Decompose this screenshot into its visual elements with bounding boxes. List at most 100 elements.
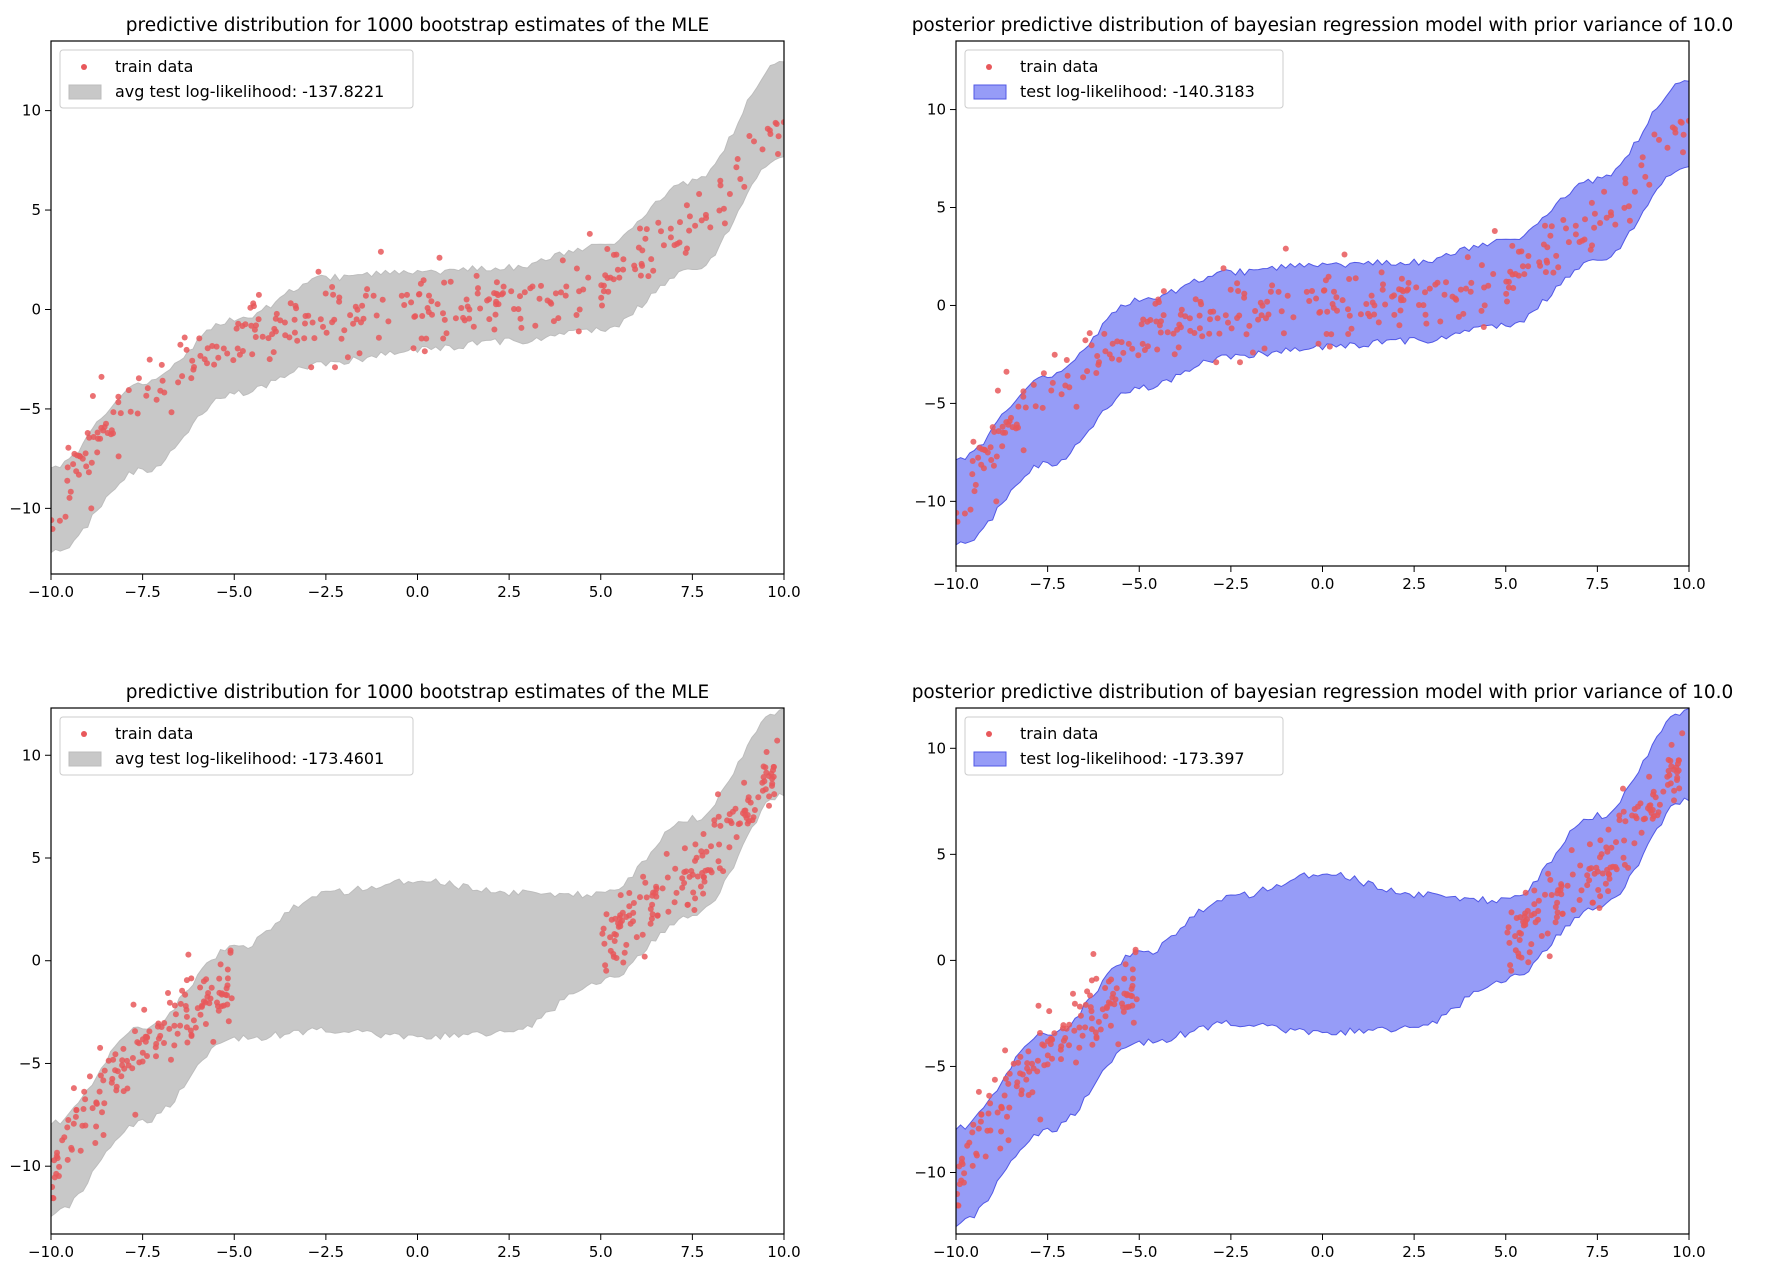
train-data-point (1315, 340, 1322, 347)
train-data-point (166, 1025, 173, 1032)
train-data-point (336, 298, 343, 305)
train-data-point (1518, 930, 1524, 937)
train-data-point (491, 326, 498, 333)
train-data-point (1554, 909, 1561, 916)
train-data-point (1102, 1013, 1109, 1020)
legend-swatch-band (68, 84, 102, 100)
train-data-point (51, 1174, 58, 1181)
train-data-point (1403, 287, 1410, 294)
train-data-point (1491, 228, 1498, 234)
train-data-point (1024, 1060, 1031, 1067)
train-data-point (1629, 812, 1636, 819)
train-data-point (228, 995, 235, 1002)
train-data-point (1109, 340, 1116, 347)
train-data-point (1422, 289, 1428, 296)
train-data-point (1505, 278, 1512, 285)
train-data-point (216, 975, 223, 982)
train-data-point (1569, 871, 1576, 878)
train-data-point (702, 867, 709, 874)
train-data-point (1062, 382, 1069, 389)
train-data-point (1157, 329, 1164, 336)
train-data-point (214, 999, 220, 1006)
train-data-point (627, 920, 634, 927)
train-data-point (1005, 1137, 1012, 1144)
train-data-point (416, 291, 423, 297)
train-data-point (667, 234, 674, 241)
x-tick-label: −7.5 (1029, 1243, 1065, 1261)
train-data-point (88, 505, 95, 512)
train-data-point (1537, 262, 1544, 269)
train-data-point (1333, 294, 1340, 301)
train-data-point (1058, 1056, 1064, 1063)
train-data-point (158, 1024, 165, 1030)
train-data-point (1396, 286, 1403, 293)
train-data-point (972, 481, 979, 488)
train-data-point (322, 290, 329, 297)
train-data-point (1563, 225, 1569, 232)
train-data-point (1080, 374, 1087, 381)
train-data-point (265, 335, 272, 342)
x-tick-label: −5.0 (1121, 1243, 1157, 1261)
train-data-point (209, 343, 216, 349)
predictive-band (51, 60, 784, 554)
train-data-point (1638, 829, 1645, 836)
train-data-point (1603, 214, 1610, 221)
train-data-point (127, 408, 134, 415)
y-tick-label: 0 (936, 951, 946, 969)
train-data-point (441, 279, 448, 286)
train-data-point (1525, 263, 1532, 270)
train-data-point (1171, 351, 1178, 358)
train-data-point (1196, 325, 1203, 332)
train-data-point (1082, 337, 1089, 344)
train-data-point (691, 907, 698, 913)
train-data-point (1655, 809, 1662, 816)
train-data-point (1213, 359, 1220, 366)
train-data-point (742, 807, 749, 814)
train-data-point (161, 1040, 167, 1046)
train-data-point (1513, 915, 1520, 921)
train-data-point (538, 282, 544, 289)
legend-label-log-likelihood: avg test log-likelihood: -173.4601 (115, 749, 384, 768)
train-data-point (700, 874, 707, 880)
train-data-point (493, 279, 500, 286)
train-data-point (1548, 892, 1555, 898)
train-data-point (751, 138, 757, 145)
train-data-point (66, 494, 73, 501)
train-data-point (741, 183, 748, 190)
x-tick-label: 2.5 (497, 1243, 521, 1261)
train-data-point (273, 310, 280, 317)
train-data-point (1685, 117, 1689, 124)
train-data-point (975, 454, 982, 461)
train-data-point (649, 911, 656, 918)
train-data-point (720, 205, 727, 212)
train-data-point (302, 313, 309, 319)
train-data-point (235, 320, 242, 327)
train-data-point (1543, 257, 1550, 264)
train-data-point (1391, 311, 1398, 318)
train-data-point (1093, 1033, 1100, 1040)
train-data-point (511, 306, 517, 312)
legend: train data avg test log-likelihood: -173.… (59, 716, 414, 776)
train-data-point (599, 302, 605, 309)
y-tick-label: 0 (31, 300, 41, 318)
train-data-point (1577, 862, 1584, 869)
train-data-point (1587, 246, 1594, 253)
train-data-point (486, 316, 493, 323)
train-data-point (641, 953, 648, 960)
train-data-point (80, 1106, 87, 1112)
train-data-point (760, 763, 767, 770)
legend: train data avg test log-likelihood: -137.… (59, 49, 414, 109)
train-data-point (1030, 381, 1037, 388)
x-tick-label: 0.0 (406, 583, 430, 601)
train-data-point (1413, 284, 1420, 291)
train-data-point (79, 455, 86, 462)
train-data-point (575, 328, 582, 335)
train-data-point (356, 350, 363, 357)
train-data-point (1325, 273, 1332, 280)
train-data-point (623, 914, 630, 920)
train-data-point (143, 1033, 150, 1040)
train-data-point (51, 1194, 56, 1201)
train-data-point (1160, 288, 1167, 295)
train-data-point (120, 1088, 127, 1095)
train-data-point (640, 873, 647, 880)
